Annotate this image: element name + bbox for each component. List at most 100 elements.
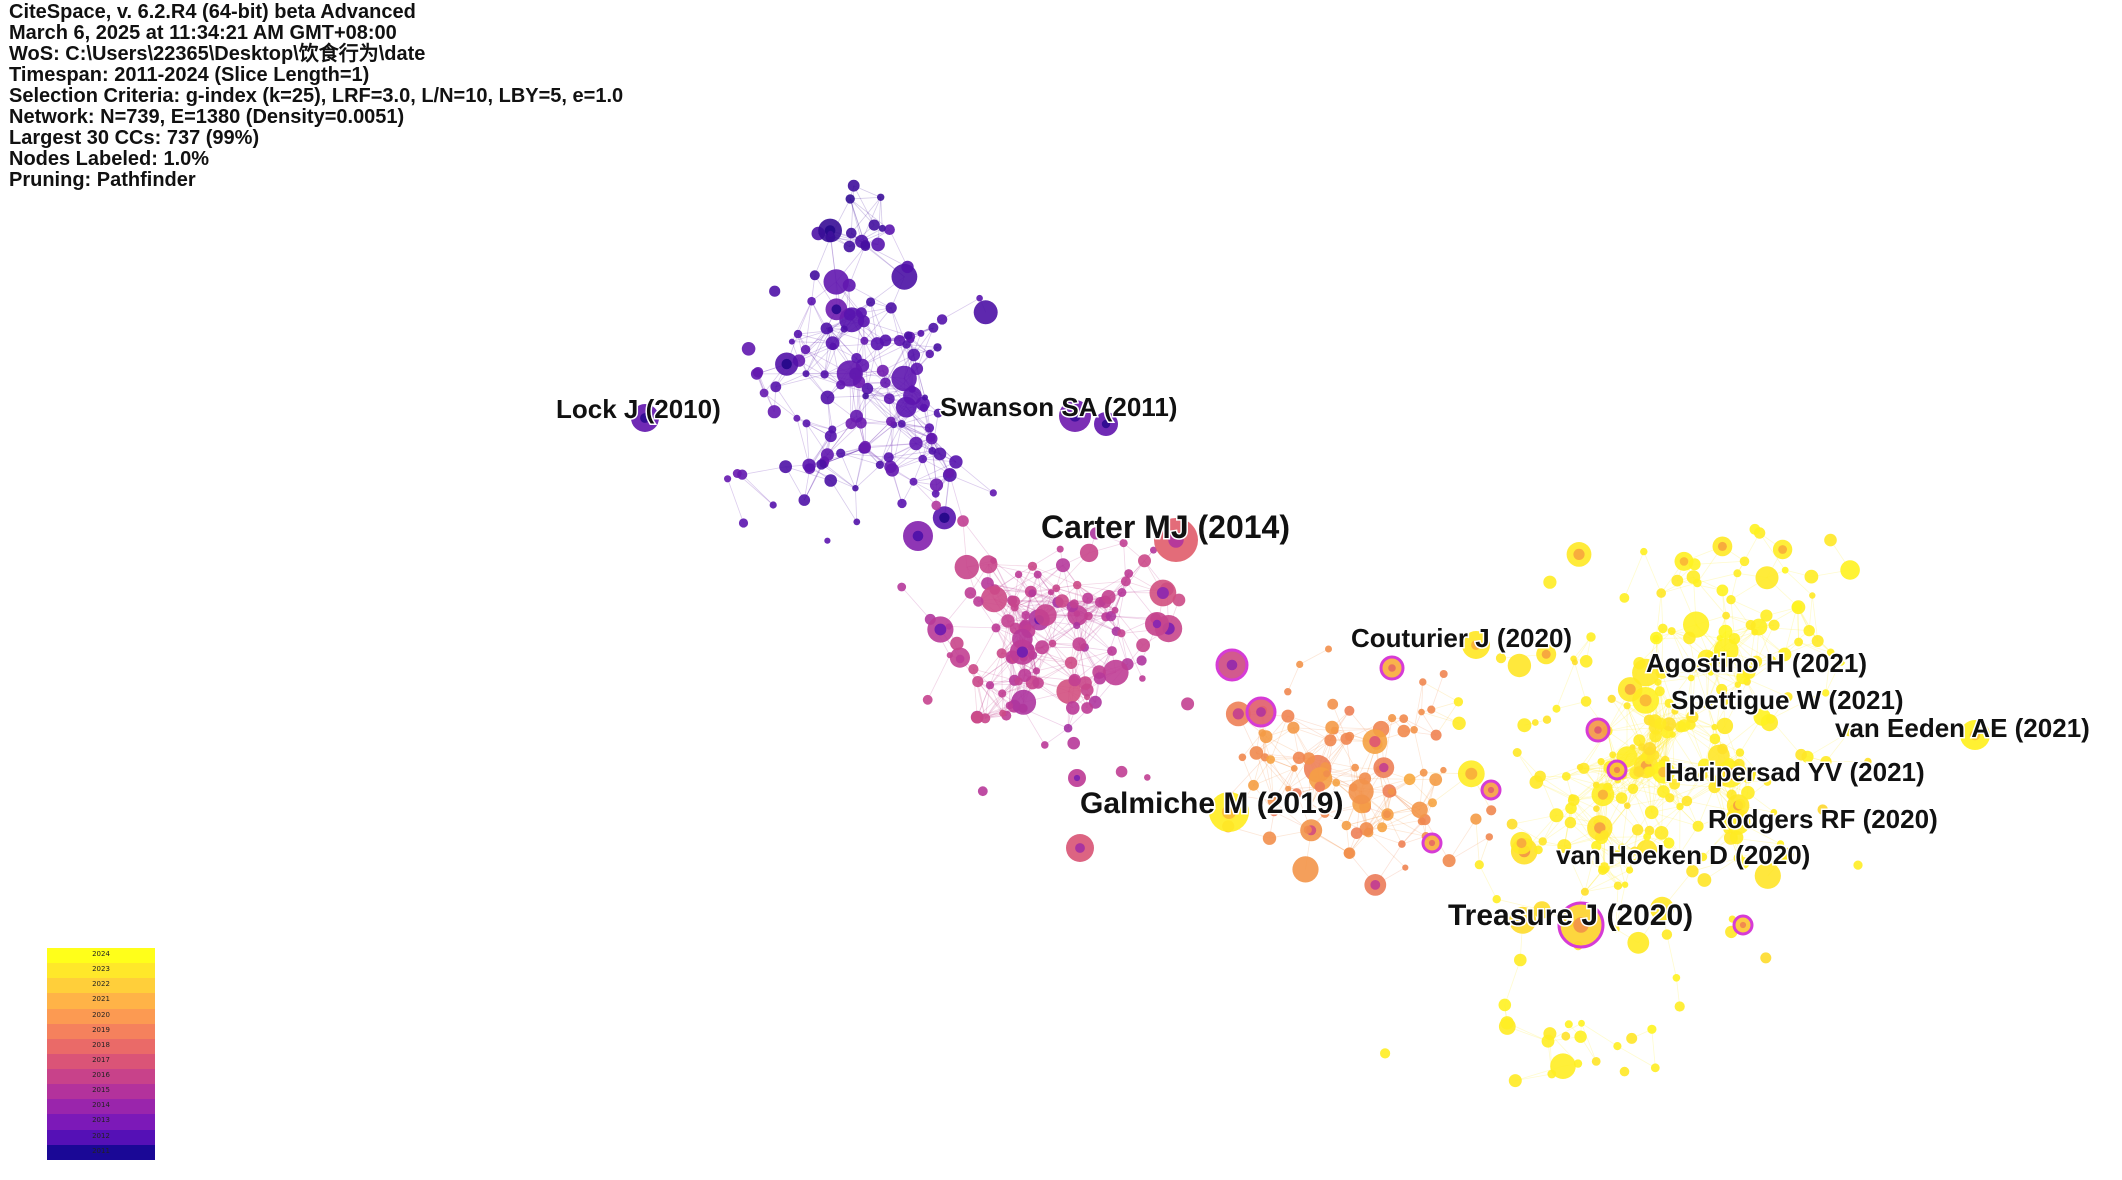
- network-node[interactable]: [1656, 588, 1666, 598]
- network-node[interactable]: [1607, 694, 1616, 704]
- network-node[interactable]: [907, 348, 921, 362]
- network-node[interactable]: [1661, 929, 1673, 940]
- network-node[interactable]: [1398, 840, 1406, 848]
- network-node[interactable]: [1609, 751, 1617, 759]
- network-node[interactable]: [957, 515, 969, 527]
- node-label-spettigue[interactable]: Spettigue W (2021): [1670, 684, 1906, 717]
- network-node[interactable]: [1770, 808, 1778, 816]
- network-node[interactable]: [950, 636, 964, 651]
- network-node[interactable]: [1683, 631, 1696, 645]
- network-node[interactable]: [1734, 681, 1742, 688]
- network-node[interactable]: [1794, 637, 1803, 647]
- network-node[interactable]: [1627, 931, 1650, 954]
- network-node[interactable]: [825, 336, 840, 350]
- network-node[interactable]: [779, 460, 792, 474]
- network-node[interactable]: [945, 623, 952, 630]
- network-node[interactable]: [1619, 593, 1630, 603]
- network-node[interactable]: [886, 416, 896, 427]
- network-node[interactable]: [769, 285, 781, 297]
- network-node[interactable]: [976, 294, 983, 302]
- network-node[interactable]: [1014, 677, 1023, 686]
- network-node[interactable]: [1701, 697, 1713, 709]
- network-node[interactable]: [1618, 843, 1626, 852]
- network-node[interactable]: [1079, 543, 1099, 563]
- network-node[interactable]: [1348, 779, 1374, 805]
- network-node[interactable]: [891, 365, 917, 392]
- network-node[interactable]: [1541, 1034, 1555, 1048]
- network-node[interactable]: [1538, 837, 1547, 846]
- network-node[interactable]: [1440, 766, 1447, 774]
- network-node[interactable]: [878, 224, 886, 232]
- network-node[interactable]: [1593, 805, 1600, 812]
- network-node[interactable]: [1650, 631, 1663, 645]
- network-node[interactable]: [1138, 554, 1151, 568]
- network-node[interactable]: [1403, 773, 1416, 786]
- network-node[interactable]: [1817, 804, 1828, 815]
- network-node[interactable]: [1073, 621, 1081, 630]
- node-label-haripersad[interactable]: Haripersad YV (2021): [1664, 756, 1927, 789]
- network-node[interactable]: [1564, 1020, 1573, 1029]
- network-node[interactable]: [1567, 794, 1580, 807]
- network-node[interactable]: [860, 336, 869, 345]
- network-node[interactable]: [1574, 1030, 1587, 1043]
- network-node[interactable]: [738, 518, 749, 528]
- network-node[interactable]: [724, 475, 732, 483]
- network-node[interactable]: [1107, 646, 1117, 656]
- network-node[interactable]: [1624, 802, 1631, 809]
- network-node[interactable]: [1557, 839, 1572, 854]
- network-node[interactable]: [1650, 1063, 1660, 1073]
- network-node[interactable]: [851, 353, 862, 364]
- network-node[interactable]: [741, 342, 756, 356]
- network-node[interactable]: [1485, 833, 1494, 841]
- network-node[interactable]: [1707, 669, 1714, 676]
- network-node[interactable]: [1726, 789, 1737, 800]
- network-node[interactable]: [1350, 827, 1363, 839]
- network-node[interactable]: [1269, 807, 1279, 817]
- network-node[interactable]: [1724, 758, 1735, 769]
- network-node[interactable]: [1351, 763, 1359, 772]
- network-node[interactable]: [1768, 619, 1780, 631]
- network-node[interactable]: [827, 230, 834, 237]
- network-node[interactable]: [1531, 719, 1539, 726]
- network-node[interactable]: [1266, 755, 1275, 764]
- network-node[interactable]: [1306, 804, 1313, 811]
- network-node[interactable]: [1327, 698, 1339, 710]
- network-node[interactable]: [1643, 832, 1651, 841]
- network-node[interactable]: [1323, 770, 1331, 778]
- node-label-carter[interactable]: Carter MJ (2014): [1040, 508, 1292, 547]
- network-node[interactable]: [884, 224, 895, 235]
- network-node[interactable]: [1302, 752, 1316, 765]
- network-node[interactable]: [1723, 824, 1733, 834]
- network-node[interactable]: [1722, 611, 1730, 620]
- network-node[interactable]: [1320, 808, 1330, 818]
- network-node[interactable]: [1073, 610, 1081, 617]
- network-node[interactable]: [1811, 635, 1824, 647]
- network-node[interactable]: [1600, 830, 1609, 839]
- network-node[interactable]: [1681, 795, 1693, 807]
- network-node[interactable]: [989, 489, 997, 497]
- network-node[interactable]: [1056, 558, 1070, 573]
- network-node[interactable]: [1621, 881, 1629, 888]
- network-node[interactable]: [1735, 799, 1746, 810]
- network-node[interactable]: [1048, 639, 1057, 648]
- network-node[interactable]: [767, 405, 781, 419]
- network-node[interactable]: [902, 340, 911, 349]
- network-node[interactable]: [1591, 840, 1602, 852]
- network-node[interactable]: [1429, 773, 1443, 786]
- network-node[interactable]: [1644, 805, 1659, 820]
- network-node[interactable]: [1698, 770, 1708, 780]
- network-node[interactable]: [1586, 632, 1596, 642]
- network-node[interactable]: [1777, 647, 1792, 662]
- network-node[interactable]: [859, 440, 871, 453]
- network-node[interactable]: [1692, 820, 1704, 832]
- network-node[interactable]: [1654, 686, 1665, 697]
- network-node[interactable]: [1290, 765, 1298, 772]
- network-node[interactable]: [1120, 576, 1131, 587]
- network-node[interactable]: [1064, 656, 1078, 669]
- network-node[interactable]: [1101, 590, 1116, 604]
- network-node[interactable]: [1650, 896, 1675, 921]
- network-node[interactable]: [897, 582, 907, 592]
- network-node[interactable]: [1751, 628, 1759, 636]
- network-node[interactable]: [1117, 629, 1126, 638]
- network-node[interactable]: [979, 555, 998, 574]
